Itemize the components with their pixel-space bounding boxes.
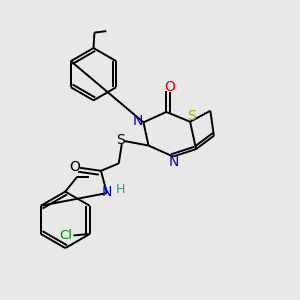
Text: S: S	[187, 110, 196, 123]
Text: N: N	[102, 184, 112, 199]
Text: O: O	[69, 160, 80, 174]
Text: Cl: Cl	[59, 229, 72, 242]
Text: O: O	[164, 80, 175, 94]
Text: N: N	[169, 155, 179, 169]
Text: N: N	[133, 114, 143, 128]
Text: S: S	[116, 134, 125, 148]
Text: H: H	[116, 183, 125, 196]
